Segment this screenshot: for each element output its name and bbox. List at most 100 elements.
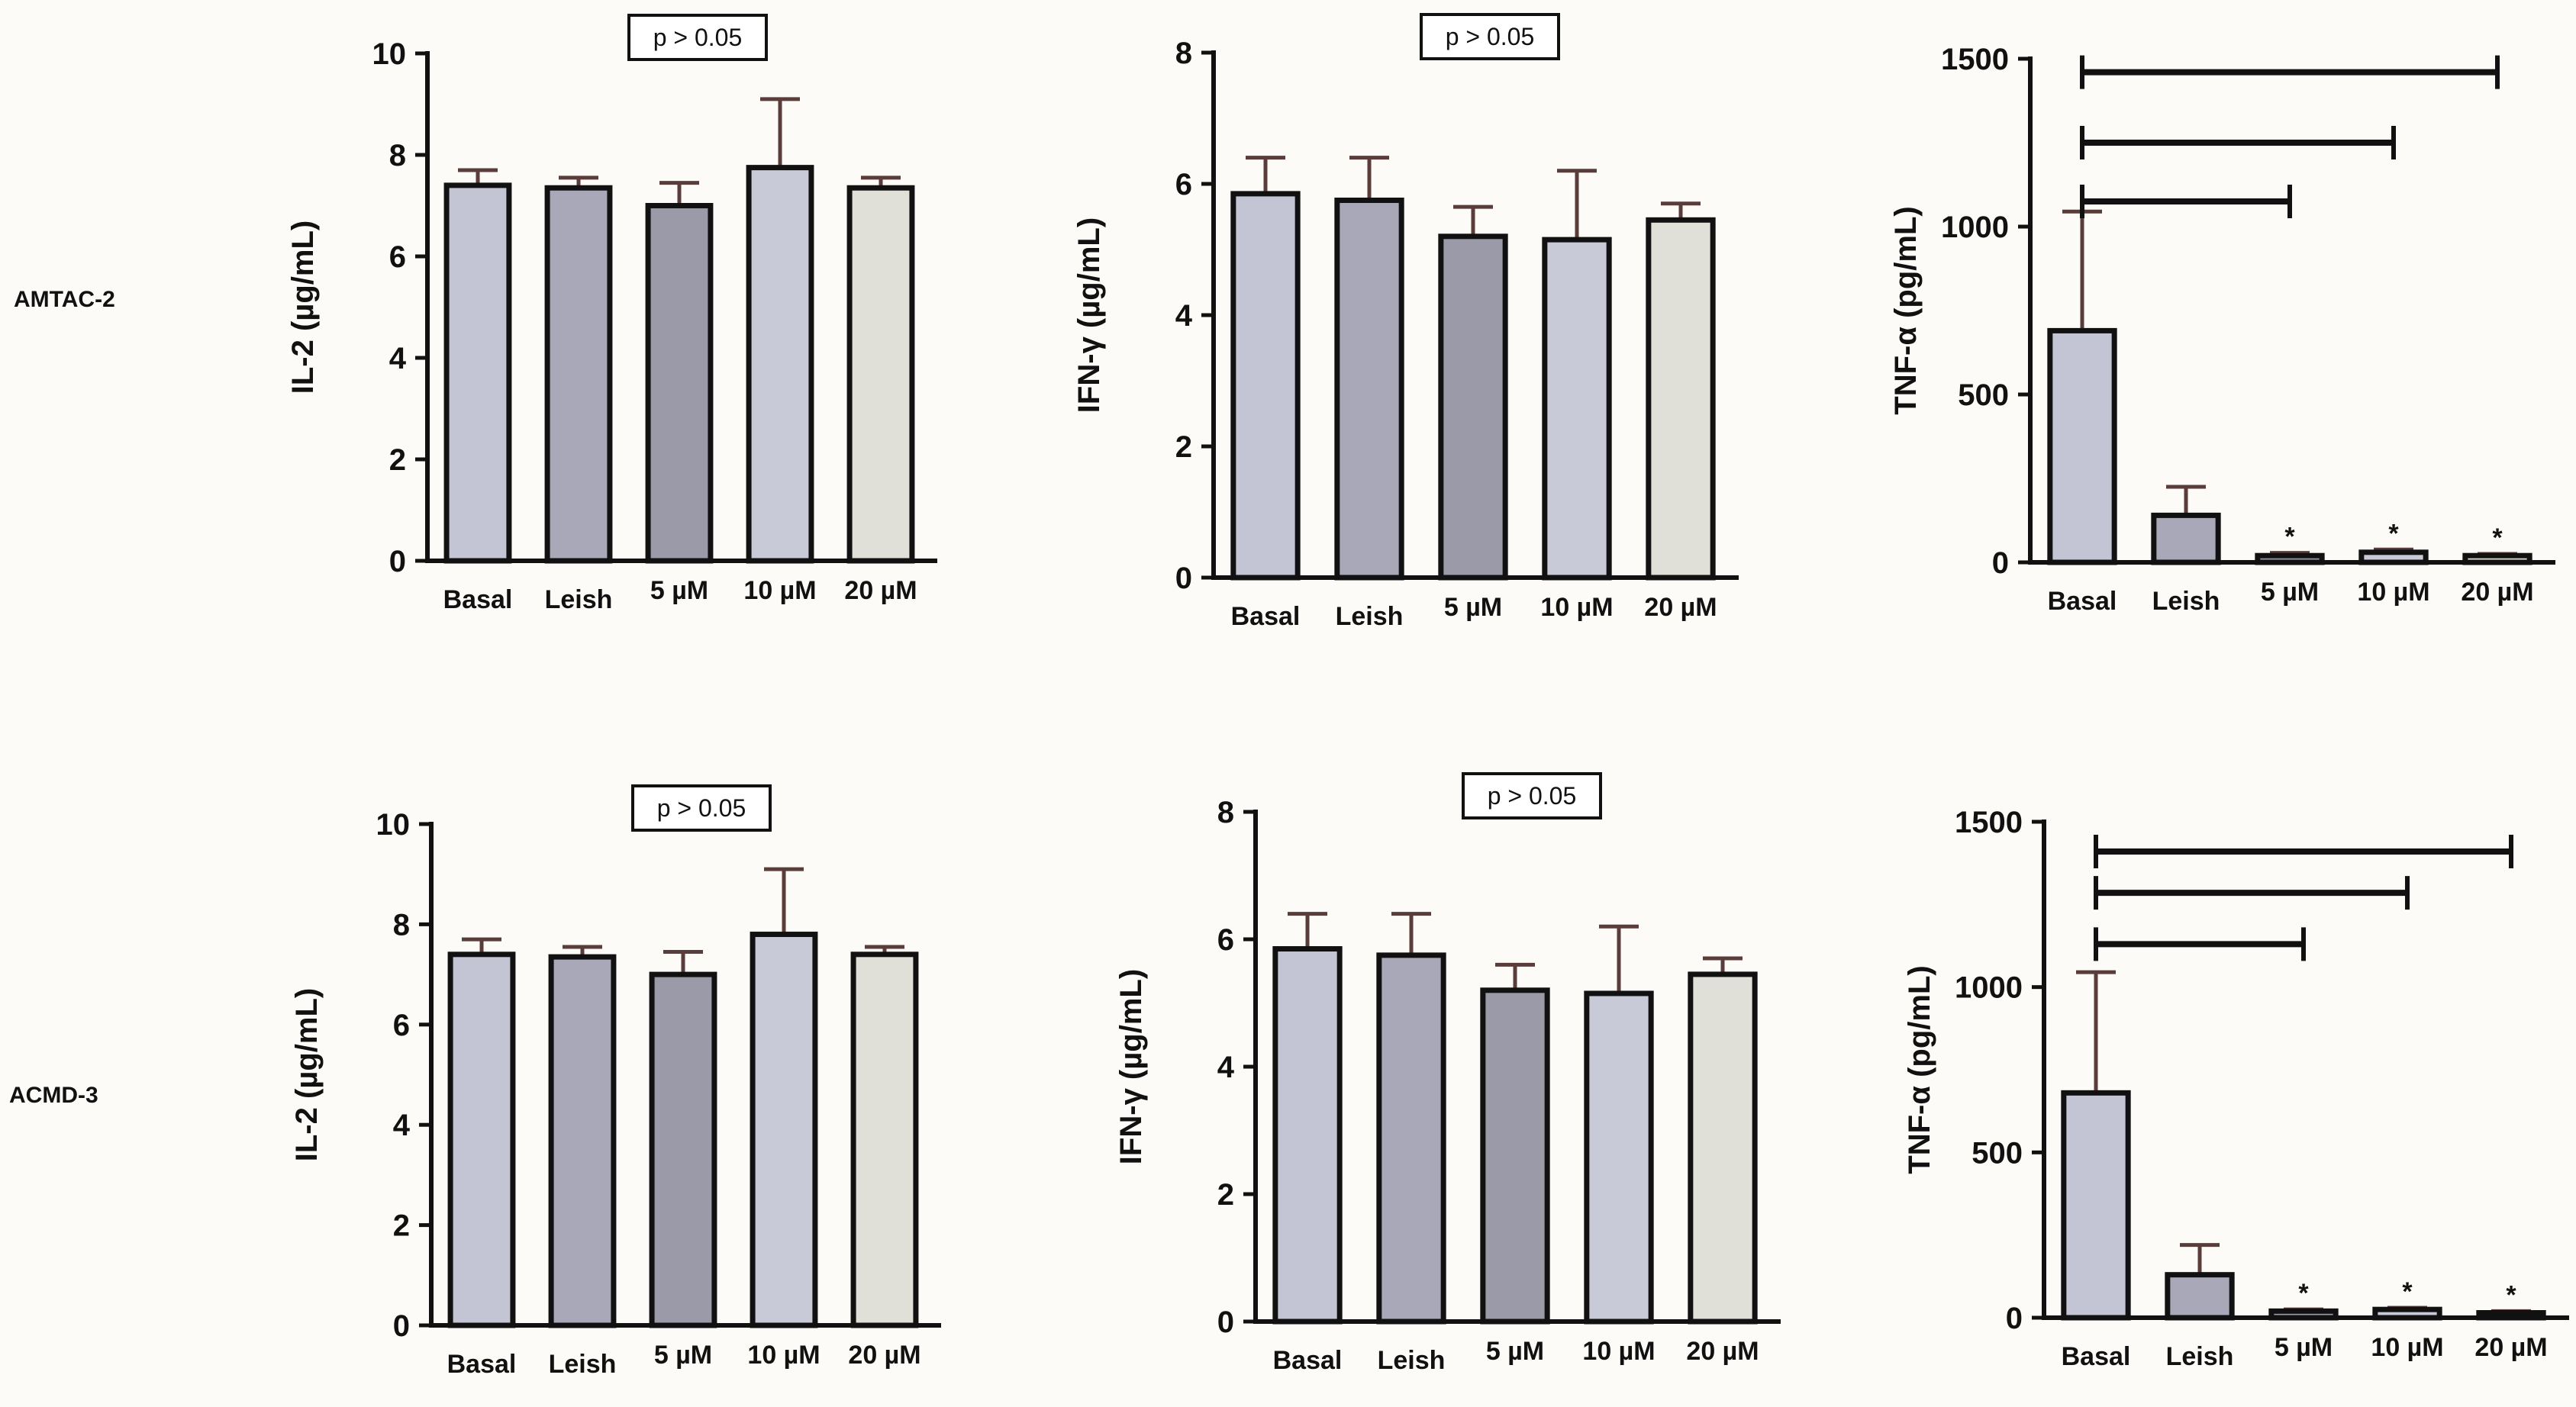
annotation-box xyxy=(631,784,772,832)
annotation-box xyxy=(1462,772,1602,819)
y-axis-title: TNF-α (pg/mL) xyxy=(1903,965,1936,1174)
x-tick-label: Leish xyxy=(2152,587,2220,616)
chart-panel-1: 0 2 4 6 8 Basal Leish 5 µM 10 µM 20 µM IFN-γ (µg/m… xyxy=(1072,13,1739,631)
y-tick-label: 8 xyxy=(1175,37,1192,70)
x-tick-label: Basal xyxy=(443,585,513,614)
y-tick-label: 2 xyxy=(1175,430,1192,464)
annotation-box xyxy=(1420,13,1560,60)
chart-panel-5: * * * 0 500 1000 1500 Basal Leish 5 µM 10 µM 20 µM T… xyxy=(1903,806,2569,1371)
x-tick-label: 10 µM xyxy=(2357,578,2429,607)
bar xyxy=(548,954,617,1328)
bar xyxy=(447,951,516,1328)
y-axis-title: TNF-α (pg/mL) xyxy=(1889,206,1923,414)
x-tick-label: Leish xyxy=(549,1350,617,1379)
y-tick-label: 6 xyxy=(393,1009,410,1042)
bar xyxy=(1376,952,1446,1325)
x-tick-label: 5 µM xyxy=(650,576,708,605)
y-tick-label: 4 xyxy=(389,342,407,375)
y-tick-label: 10 xyxy=(372,37,407,71)
x-tick-label: Basal xyxy=(2048,587,2117,616)
y-tick-label: 8 xyxy=(389,139,406,172)
x-tick-label: Leish xyxy=(1336,602,1404,631)
bar xyxy=(750,932,818,1328)
x-tick-label: Basal xyxy=(2062,1342,2131,1371)
y-tick-label: 500 xyxy=(1971,1136,2023,1170)
x-tick-label: 10 µM xyxy=(743,576,816,605)
row-label-acmd-3: ACMD-3 xyxy=(9,1083,98,1108)
bar xyxy=(2047,327,2117,565)
y-tick-label: 1500 xyxy=(1941,43,2009,76)
chart-panel-0: 0 2 4 6 8 10 Basal Leish 5 µM 10 µM 20 µM IL-2 (µg/… xyxy=(286,14,937,614)
y-axis-title: IL-2 (µg/mL) xyxy=(286,221,320,394)
bar xyxy=(645,203,714,564)
significance-asterisk: * xyxy=(2506,1280,2516,1309)
bar xyxy=(2061,1090,2131,1321)
x-tick-label: 20 µM xyxy=(2474,1333,2547,1362)
chart-panel-4: 0 2 4 6 8 Basal Leish 5 µM 10 µM 20 µM IFN-γ (µg/m… xyxy=(1114,772,1781,1375)
bar xyxy=(1584,990,1654,1325)
x-tick-label: 10 µM xyxy=(2371,1333,2443,1362)
bar xyxy=(1688,971,1758,1325)
x-tick-label: 10 µM xyxy=(1540,593,1613,622)
bar xyxy=(746,165,814,564)
x-tick-label: 5 µM xyxy=(2261,578,2319,607)
x-tick-label: Leish xyxy=(1378,1346,1446,1375)
y-tick-label: 500 xyxy=(1958,378,2009,412)
y-axis-title: IL-2 (µg/mL) xyxy=(290,988,324,1161)
y-tick-label: 4 xyxy=(1217,1051,1235,1084)
x-tick-label: Leish xyxy=(2166,1342,2234,1371)
bar xyxy=(1646,217,1716,581)
x-tick-label: 20 µM xyxy=(1686,1337,1759,1366)
y-tick-label: 4 xyxy=(393,1109,411,1142)
bar xyxy=(1480,987,1550,1325)
annotation-text: p > 0.05 xyxy=(1446,23,1535,50)
chart-panel-3: 0 2 4 6 8 10 Basal Leish 5 µM 10 µM 20 µM IL-2 (µg/… xyxy=(290,784,941,1379)
bar xyxy=(544,185,613,564)
bar xyxy=(2151,512,2221,565)
bar xyxy=(1272,946,1343,1325)
y-tick-label: 10 xyxy=(376,808,411,842)
y-tick-label: 0 xyxy=(389,545,406,578)
annotation-text: p > 0.05 xyxy=(653,24,743,51)
bar xyxy=(850,951,919,1328)
chart-panel-2: * * * 0 500 1000 1500 Basal Leish 5 µM 10 µM 20 µM T… xyxy=(1889,43,2555,616)
bar xyxy=(1334,198,1404,581)
x-tick-label: 20 µM xyxy=(848,1341,920,1370)
annotation-text: p > 0.05 xyxy=(1488,782,1577,810)
x-tick-label: 20 µM xyxy=(844,576,917,605)
bar xyxy=(2165,1272,2235,1321)
y-tick-label: 1000 xyxy=(1941,211,2009,244)
y-tick-label: 0 xyxy=(1217,1306,1234,1339)
x-tick-label: Basal xyxy=(1231,602,1301,631)
x-tick-label: 10 µM xyxy=(1582,1337,1655,1366)
y-tick-label: 8 xyxy=(1217,796,1234,829)
x-tick-label: 20 µM xyxy=(1644,593,1717,622)
bar xyxy=(443,182,512,564)
bar xyxy=(846,185,915,564)
y-tick-label: 4 xyxy=(1175,299,1193,333)
row-label-amtac-2: AMTAC-2 xyxy=(14,287,115,312)
x-tick-label: 20 µM xyxy=(2461,578,2533,607)
chart-grid: 0 2 4 6 8 10 Basal Leish 5 µM 10 µM 20 µM IL-2 (µg/… xyxy=(286,13,2569,1379)
y-tick-label: 1000 xyxy=(1955,971,2023,1005)
significance-asterisk: * xyxy=(2402,1277,2413,1306)
y-axis-title: IFN-γ (µg/mL) xyxy=(1072,217,1106,413)
y-tick-label: 0 xyxy=(1175,562,1192,595)
y-tick-label: 2 xyxy=(393,1209,410,1243)
significance-asterisk: * xyxy=(2388,519,2399,548)
y-tick-label: 2 xyxy=(389,443,406,477)
x-tick-label: 5 µM xyxy=(1486,1337,1544,1366)
y-tick-label: 6 xyxy=(1217,923,1234,957)
significance-asterisk: * xyxy=(2492,523,2503,552)
x-tick-label: 5 µM xyxy=(2275,1333,2333,1362)
x-tick-label: Basal xyxy=(1273,1346,1343,1375)
bar xyxy=(1438,233,1508,581)
annotation-text: p > 0.05 xyxy=(657,794,746,822)
y-tick-label: 2 xyxy=(1217,1178,1234,1212)
bar xyxy=(649,971,717,1328)
x-tick-label: Leish xyxy=(545,585,613,614)
significance-asterisk: * xyxy=(2298,1279,2309,1308)
y-axis-title: IFN-γ (µg/mL) xyxy=(1114,969,1148,1164)
y-tick-label: 6 xyxy=(1175,168,1192,201)
